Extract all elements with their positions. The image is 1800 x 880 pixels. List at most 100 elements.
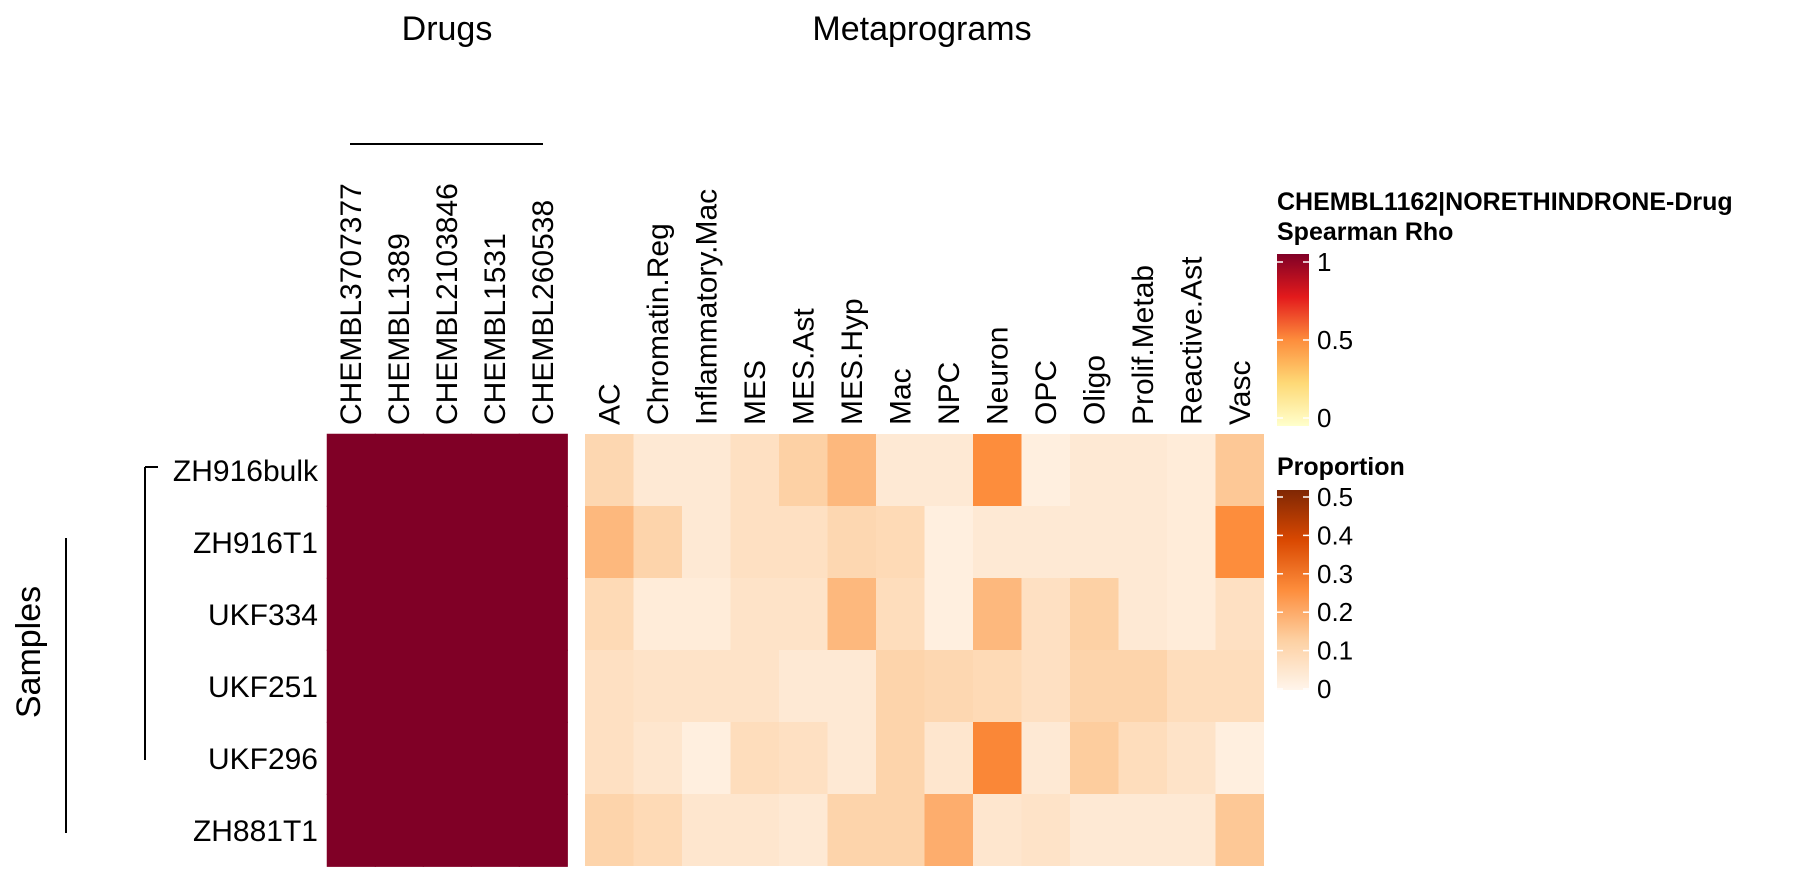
metaprogram-cell xyxy=(779,434,828,506)
drug-cell xyxy=(470,793,520,867)
metaprogram-cell xyxy=(973,434,1022,506)
drug-cell xyxy=(518,577,568,651)
metaprogram-cell xyxy=(1021,722,1070,794)
metaprogram-cell xyxy=(730,650,779,722)
drug-cell xyxy=(326,505,376,579)
metaprogram-cell xyxy=(876,650,925,722)
drug-cell xyxy=(374,577,424,651)
metaprogram-column-label: AC xyxy=(593,383,626,425)
metaprogram-cell xyxy=(827,794,876,866)
metaprogram-cell xyxy=(1070,794,1119,866)
metaprogram-cell xyxy=(682,650,731,722)
drug-column-label: CHEMBL2103846 xyxy=(431,183,464,425)
metaprogram-cell xyxy=(1070,434,1119,506)
metaprogram-column-label: Reactive.Ast xyxy=(1175,256,1208,425)
proportion-legend-tick-label: 0 xyxy=(1317,674,1331,704)
metaprogram-cell xyxy=(1215,722,1264,794)
metaprogram-cell xyxy=(585,506,634,578)
proportion-legend-title: Proportion xyxy=(1277,453,1405,481)
drug-column-label: CHEMBL3707377 xyxy=(335,183,368,425)
proportion-legend-tick-label: 0.4 xyxy=(1317,520,1353,550)
metaprogram-column-label: Oligo xyxy=(1078,355,1111,425)
metaprogram-cell xyxy=(1167,722,1216,794)
metaprogram-cell xyxy=(633,506,682,578)
metaprogram-cell xyxy=(585,578,634,650)
proportion-legend-tick-label: 0.1 xyxy=(1317,636,1353,666)
metaprogram-cell xyxy=(827,722,876,794)
drug-cell xyxy=(326,433,376,507)
metaprogram-cell xyxy=(1215,578,1264,650)
metaprogram-cell xyxy=(1021,794,1070,866)
rho-legend-title: CHEMBL1162|NORETHINDRONE-Drug xyxy=(1277,188,1733,216)
metaprogram-cell xyxy=(585,722,634,794)
metaprogram-cell xyxy=(876,506,925,578)
metaprogram-cell xyxy=(730,434,779,506)
metaprogram-cell xyxy=(1021,506,1070,578)
drug-cell xyxy=(326,577,376,651)
drug-cell xyxy=(374,793,424,867)
metaprogram-cell xyxy=(1215,794,1264,866)
metaprogram-cell xyxy=(682,578,731,650)
metaprogram-cell xyxy=(779,506,828,578)
metaprogram-cell xyxy=(876,434,925,506)
metaprogram-column-label: Chromatin.Reg xyxy=(642,223,675,425)
proportion-legend-tick-label: 0.3 xyxy=(1317,559,1353,589)
drug-cell xyxy=(518,649,568,723)
drug-cell xyxy=(470,505,520,579)
metaprogram-column-label: Neuron xyxy=(981,327,1014,425)
drug-cell xyxy=(470,433,520,507)
metaprogram-cell xyxy=(924,578,973,650)
rho-legend-tick-label: 0.5 xyxy=(1317,325,1353,355)
metaprogram-cell xyxy=(633,650,682,722)
metaprogram-cell xyxy=(1118,506,1167,578)
metaprogram-cell xyxy=(827,650,876,722)
metaprogram-cell xyxy=(633,434,682,506)
metaprogram-cell xyxy=(924,722,973,794)
metaprogram-column-label: Mac xyxy=(884,368,917,425)
metaprogram-cell xyxy=(730,794,779,866)
metaprogram-cell xyxy=(1167,434,1216,506)
metaprogram-cell xyxy=(876,722,925,794)
metaprogram-cell xyxy=(1167,506,1216,578)
metaprogram-cell xyxy=(633,722,682,794)
drug-cell xyxy=(326,649,376,723)
row-label: UKF251 xyxy=(208,671,318,704)
metaprogram-cell xyxy=(827,506,876,578)
drug-cell xyxy=(326,721,376,795)
drug-column-label: CHEMBL260538 xyxy=(527,200,560,425)
drug-cell xyxy=(422,577,472,651)
metaprogram-cell xyxy=(1118,650,1167,722)
rho-legend-tick-label: 1 xyxy=(1317,247,1331,277)
drugs-panel-title: Drugs xyxy=(402,10,493,48)
metaprogram-cell xyxy=(973,506,1022,578)
metaprogram-cell xyxy=(633,578,682,650)
metaprogram-cell xyxy=(973,794,1022,866)
metaprogram-cell xyxy=(876,578,925,650)
metaprogram-cell xyxy=(1070,578,1119,650)
samples-group-label: Samples xyxy=(10,586,48,718)
row-label: ZH881T1 xyxy=(193,815,318,848)
metaprogram-cell xyxy=(1167,578,1216,650)
row-label: UKF334 xyxy=(208,599,318,632)
metaprogram-cell xyxy=(973,578,1022,650)
drug-cell xyxy=(326,793,376,867)
drug-cell xyxy=(518,721,568,795)
metaprogram-cell xyxy=(730,722,779,794)
proportion-legend-colorbar xyxy=(1277,490,1309,690)
drug-cell xyxy=(470,649,520,723)
metaprogram-cell xyxy=(1070,722,1119,794)
metaprogram-cell xyxy=(779,722,828,794)
metaprogram-cell xyxy=(1215,650,1264,722)
row-label: ZH916bulk xyxy=(173,455,319,488)
metaprogram-cell xyxy=(1070,506,1119,578)
metaprogram-cell xyxy=(730,578,779,650)
metaprogram-cell xyxy=(1118,794,1167,866)
metaprogram-cell xyxy=(924,650,973,722)
drug-cell xyxy=(374,649,424,723)
drug-cell xyxy=(422,649,472,723)
metaprogram-cell xyxy=(827,578,876,650)
metaprogram-cell xyxy=(585,434,634,506)
drug-cell xyxy=(422,433,472,507)
drug-cell xyxy=(422,505,472,579)
proportion-legend-tick-label: 0.2 xyxy=(1317,597,1353,627)
